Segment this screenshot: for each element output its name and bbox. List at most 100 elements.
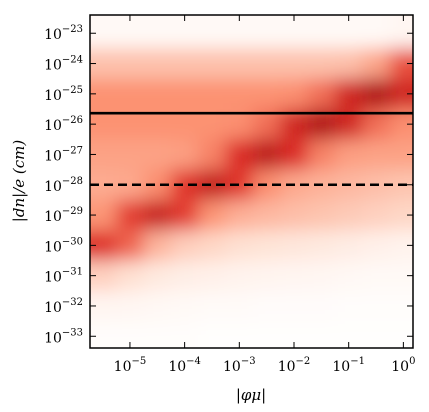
density-cell bbox=[362, 199, 391, 231]
x-tick-label: 10−4 bbox=[168, 356, 201, 376]
density-cell bbox=[307, 78, 336, 110]
density-cell bbox=[280, 15, 309, 49]
density-cell bbox=[225, 78, 254, 110]
density-cell bbox=[198, 48, 227, 80]
density-cell bbox=[335, 48, 363, 80]
density-cell bbox=[143, 260, 172, 292]
density-cell bbox=[143, 199, 172, 231]
density-cell bbox=[362, 321, 391, 348]
density-cell bbox=[335, 78, 363, 110]
density-cell bbox=[116, 199, 145, 231]
density-cell bbox=[225, 139, 254, 171]
x-tick-label: 10−5 bbox=[114, 356, 147, 376]
density-cell bbox=[307, 48, 336, 80]
density-cell bbox=[362, 260, 391, 292]
density-cell bbox=[143, 321, 172, 348]
density-cell bbox=[280, 260, 309, 292]
density-cell bbox=[198, 15, 227, 49]
y-tick-label: 10−23 bbox=[44, 24, 83, 44]
density-cells bbox=[90, 15, 413, 348]
density-cell bbox=[335, 230, 363, 262]
density-cell bbox=[335, 139, 363, 171]
density-cell bbox=[143, 48, 172, 80]
density-cell bbox=[280, 48, 309, 80]
density-cell bbox=[198, 230, 227, 262]
density-cell bbox=[252, 48, 281, 80]
density-cell bbox=[389, 139, 413, 171]
x-tick-label: 10−1 bbox=[332, 356, 365, 376]
y-tick-label: 10−27 bbox=[44, 145, 83, 165]
density-cell bbox=[280, 230, 309, 262]
density-cell bbox=[252, 290, 281, 322]
density-cell bbox=[170, 290, 199, 322]
density-cell bbox=[170, 260, 199, 292]
density-cell bbox=[389, 108, 413, 140]
density-cell bbox=[389, 199, 413, 231]
y-tick-label: 10−31 bbox=[44, 266, 83, 286]
x-tick-label: 100 bbox=[391, 356, 415, 376]
density-cell bbox=[143, 290, 172, 322]
density-cell bbox=[170, 78, 199, 110]
y-tick-label: 10−32 bbox=[44, 296, 83, 316]
density-cell bbox=[307, 15, 336, 49]
density-cell bbox=[225, 290, 254, 322]
density-cell bbox=[280, 139, 309, 171]
density-cell bbox=[170, 139, 199, 171]
density-cell bbox=[116, 139, 145, 171]
y-tick-label: 10−29 bbox=[44, 206, 83, 226]
density-cell bbox=[116, 48, 145, 80]
x-tick-label: 10−3 bbox=[223, 356, 256, 376]
density-cell bbox=[362, 78, 391, 110]
density-cell bbox=[362, 15, 391, 49]
density-cell bbox=[116, 230, 145, 262]
density-cell bbox=[225, 15, 254, 49]
y-tick-label: 10−30 bbox=[44, 236, 83, 256]
density-cell bbox=[280, 199, 309, 231]
density-cell bbox=[116, 15, 145, 49]
density-cell bbox=[307, 139, 336, 171]
density-cell bbox=[307, 260, 336, 292]
density-cell bbox=[307, 230, 336, 262]
density-cell bbox=[198, 199, 227, 231]
density-cell bbox=[362, 48, 391, 80]
density-cell bbox=[252, 260, 281, 292]
density-cell bbox=[252, 139, 281, 171]
density-cell bbox=[225, 199, 254, 231]
density-cell bbox=[116, 260, 145, 292]
axes: 10−5 10−4 10−3 10−2 10−1 100 10−23 10−24 10−25 10… bbox=[44, 15, 415, 375]
density-cell bbox=[362, 290, 391, 322]
density-cell bbox=[252, 321, 281, 348]
density-cell bbox=[335, 15, 363, 49]
plot-frame bbox=[89, 14, 414, 349]
density-cell bbox=[198, 78, 227, 110]
density-cell bbox=[90, 15, 117, 49]
density-cell bbox=[280, 290, 309, 322]
density-cell bbox=[307, 321, 336, 348]
density-cell bbox=[252, 230, 281, 262]
density-cell bbox=[143, 78, 172, 110]
y-tick-label: 10−26 bbox=[44, 115, 83, 135]
density-cell bbox=[389, 290, 413, 322]
density-cell bbox=[252, 78, 281, 110]
density-cell bbox=[389, 260, 413, 292]
density-cell bbox=[116, 290, 145, 322]
density-cell bbox=[143, 230, 172, 262]
density-cell bbox=[198, 290, 227, 322]
density-cell bbox=[389, 48, 413, 80]
y-tick-label: 10−24 bbox=[44, 54, 83, 74]
density-cell bbox=[280, 78, 309, 110]
density-cell bbox=[362, 230, 391, 262]
density-cell bbox=[362, 139, 391, 171]
density-cell bbox=[335, 290, 363, 322]
x-axis-title: |φμ| bbox=[236, 386, 266, 404]
y-tick-label: 10−33 bbox=[44, 327, 83, 347]
density-cell bbox=[170, 230, 199, 262]
x-tick-label: 10−2 bbox=[278, 356, 311, 376]
density-cell bbox=[198, 260, 227, 292]
density-cell bbox=[389, 321, 413, 348]
density-cell bbox=[170, 48, 199, 80]
reference-lines bbox=[90, 111, 413, 187]
density-cell bbox=[225, 230, 254, 262]
